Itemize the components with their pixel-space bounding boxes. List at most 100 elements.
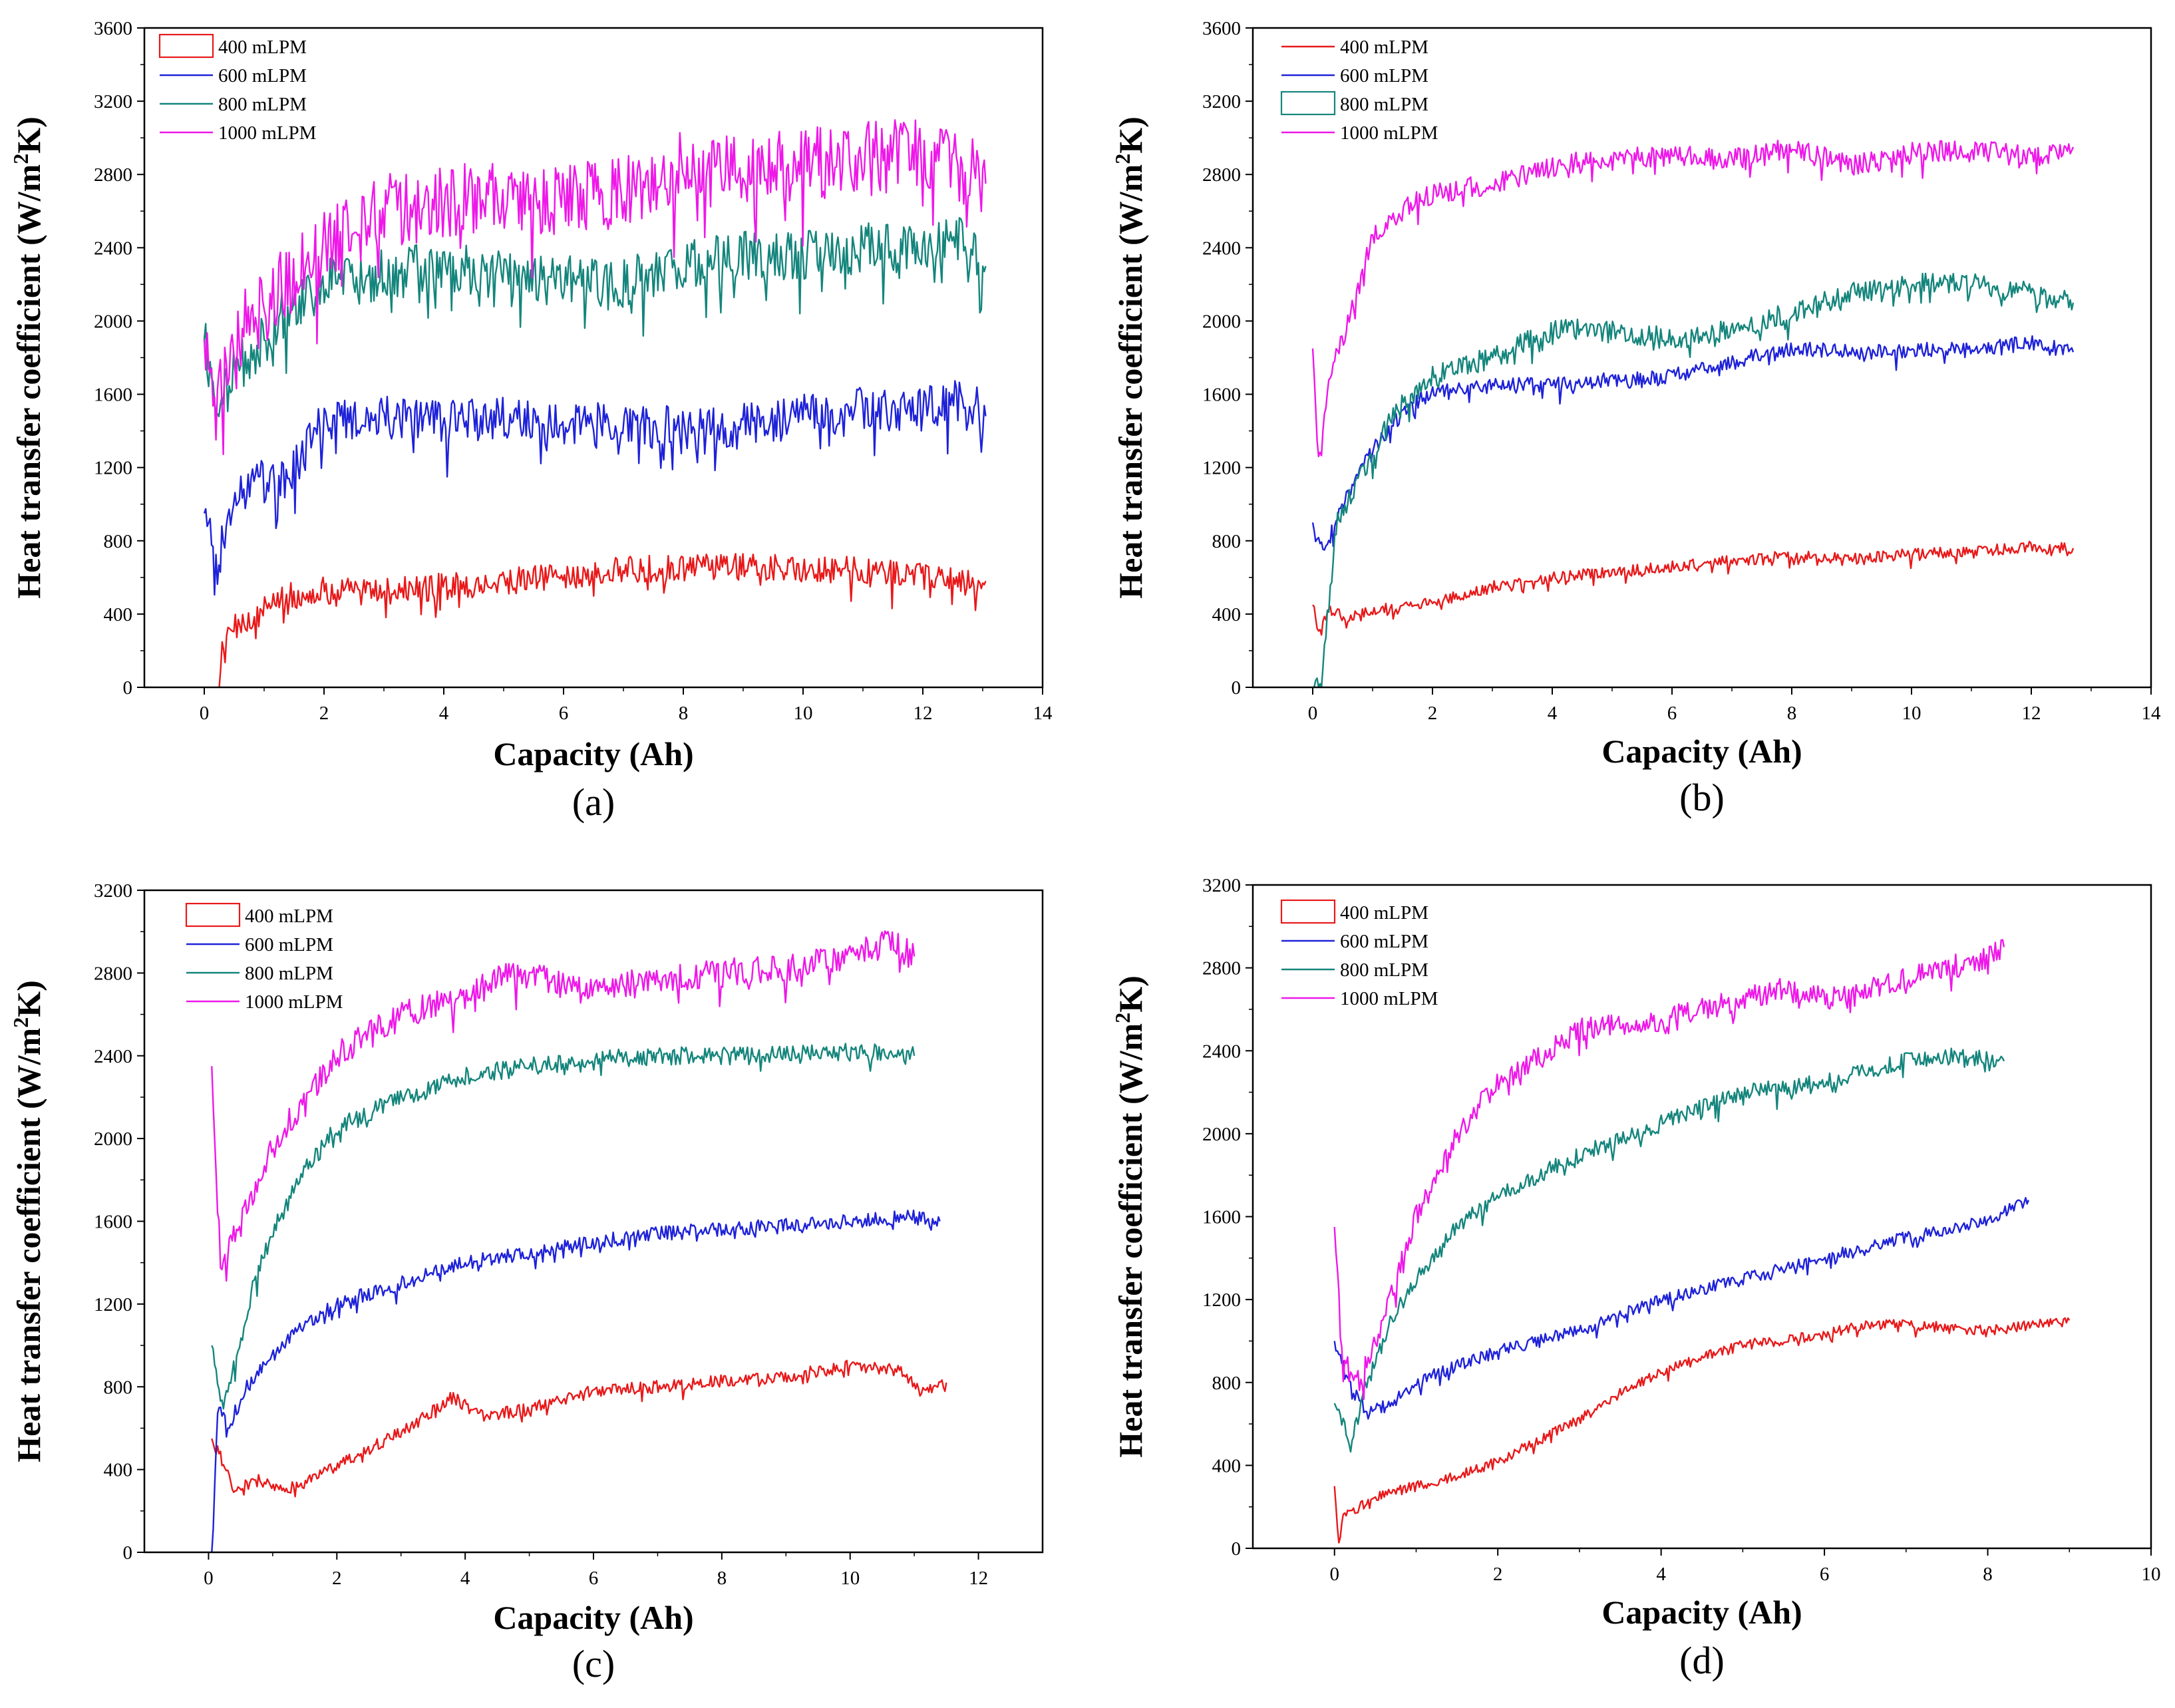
legend-label: 400 mLPM [245, 906, 333, 927]
x-tick-label: 12 [969, 1568, 988, 1589]
x-tick-label: 2 [332, 1568, 342, 1589]
y-tick-label: 2800 [1202, 958, 1241, 979]
x-tick-label: 14 [1033, 703, 1053, 724]
y-tick-label: 1600 [1202, 1207, 1241, 1228]
series-line-1000-mlpm [1311, 140, 2075, 458]
legend-swatch-box [1280, 90, 1336, 116]
y-axis-title: Heat transfer coefficient (W/m2K) [9, 116, 47, 599]
y-tick-label: 2800 [1202, 164, 1241, 186]
series-line-400-mlpm [218, 553, 987, 687]
legend-label: 800 mLPM [218, 94, 307, 115]
legend-label: 600 mLPM [245, 934, 333, 955]
panel-label: (b) [1679, 776, 1725, 819]
legend: 400 mLPM 600 mLPM 800 mLPM 1000 mLPM [158, 33, 316, 144]
x-tick-label: 4 [439, 703, 449, 724]
y-tick-label: 400 [1212, 1455, 1242, 1476]
series-line-600-mlpm [203, 380, 987, 596]
y-tick-label: 2400 [94, 238, 132, 259]
chart-panel-b: 0 2 4 6 8 10 12 14 0 400 800 1200 1600 2000 2400 2800 32… [1110, 18, 2161, 819]
chart-panel-d: 0 2 4 6 8 10 0 400 800 1200 1600 2000 2400 2800 3200 Ca… [1110, 875, 2161, 1682]
series-line-800-mlpm [1333, 1047, 2005, 1453]
legend: 400 mLPM 600 mLPM 800 mLPM 1000 mLPM [1280, 899, 1438, 1009]
panel-label: (a) [572, 780, 615, 824]
x-tick-label: 10 [2142, 1564, 2161, 1585]
x-tick-label: 6 [589, 1568, 599, 1589]
x-tick-label: 0 [1329, 1564, 1339, 1585]
x-axis-title: Capacity (Ah) [1601, 733, 1802, 770]
y-tick-label: 400 [1212, 604, 1242, 625]
y-tick-label: 0 [123, 677, 133, 699]
legend: 400 mLPM 600 mLPM 800 mLPM 1000 mLPM [1280, 37, 1438, 144]
x-tick-label: 8 [1787, 703, 1797, 724]
x-tick-label: 10 [840, 1568, 860, 1589]
x-tick-label: 8 [717, 1568, 727, 1589]
panel-label: (c) [572, 1642, 615, 1685]
x-tick-label: 0 [200, 703, 210, 724]
x-tick-label: 12 [2022, 703, 2041, 724]
y-tick-label: 3200 [94, 880, 132, 902]
legend-label: 600 mLPM [218, 65, 307, 86]
y-tick-label: 1200 [1202, 458, 1241, 479]
y-tick-label: 400 [104, 1460, 133, 1481]
y-tick-label: 3200 [94, 91, 132, 112]
series-line-1000-mlpm [203, 119, 987, 456]
x-tick-label: 0 [204, 1568, 214, 1589]
y-tick-label: 2000 [94, 1128, 132, 1150]
series-line-400-mlpm [1333, 1317, 2071, 1544]
series-line-800-mlpm [211, 1043, 916, 1410]
y-tick-label: 0 [1232, 677, 1242, 699]
x-axis-title: Capacity (Ah) [493, 1599, 693, 1636]
y-tick-label: 2000 [94, 311, 132, 332]
x-tick-label: 2 [319, 703, 329, 724]
y-tick-label: 1200 [94, 458, 132, 479]
series-line-600-mlpm [1333, 1197, 2030, 1420]
legend-label: 400 mLPM [1340, 37, 1428, 58]
x-axis-title: Capacity (Ah) [1601, 1594, 1802, 1631]
plot-frame [1252, 884, 2152, 1550]
legend-label: 800 mLPM [1340, 94, 1428, 115]
x-tick-label: 10 [1902, 703, 1922, 724]
y-tick-label: 0 [1232, 1538, 1242, 1560]
legend-label: 1000 mLPM [1340, 122, 1438, 144]
legend-swatch-box [1280, 899, 1336, 924]
legend-swatch-box [158, 33, 214, 59]
y-tick-label: 2000 [1202, 311, 1241, 332]
chart-panel-c: 0 2 4 6 8 10 12 0 400 800 1200 1600 2000 2400 2800 3200… [9, 880, 1044, 1685]
y-tick-label: 400 [104, 604, 133, 625]
x-tick-label: 6 [559, 703, 569, 724]
legend-label: 600 mLPM [1340, 931, 1428, 952]
y-tick-label: 2400 [94, 1046, 132, 1067]
series-line-400-mlpm [211, 1359, 947, 1498]
legend-label: 800 mLPM [245, 963, 333, 984]
x-tick-label: 14 [2142, 703, 2162, 724]
x-tick-label: 0 [1308, 703, 1318, 724]
y-tick-label: 3200 [1202, 875, 1241, 896]
y-tick-label: 2400 [1202, 1041, 1241, 1062]
y-axis-title: Heat transfer coefficient (W/m2K) [1110, 116, 1149, 599]
series-line-1000-mlpm [1333, 939, 2005, 1401]
series-line-1000-mlpm [211, 930, 916, 1282]
x-axis-title: Capacity (Ah) [493, 735, 693, 772]
y-tick-label: 800 [104, 1377, 133, 1398]
series-line-800-mlpm [1313, 272, 2075, 687]
legend: 400 mLPM 600 mLPM 800 mLPM 1000 mLPM [185, 902, 343, 1013]
series-line-600-mlpm [1311, 335, 2075, 551]
y-tick-label: 3200 [1202, 91, 1241, 112]
x-tick-label: 6 [1820, 1564, 1830, 1585]
series-line-600-mlpm [211, 1209, 941, 1552]
x-tick-label: 8 [679, 703, 689, 724]
x-tick-label: 12 [914, 703, 933, 724]
legend-label: 400 mLPM [1340, 902, 1428, 924]
x-tick-label: 4 [460, 1568, 470, 1589]
y-tick-label: 1200 [1202, 1289, 1241, 1311]
y-tick-label: 800 [104, 531, 133, 552]
series-line-400-mlpm [1312, 540, 2075, 636]
x-tick-label: 2 [1493, 1564, 1503, 1585]
legend-label: 800 mLPM [1340, 959, 1428, 981]
y-tick-label: 2800 [94, 164, 132, 186]
y-tick-label: 800 [1212, 1373, 1242, 1394]
y-tick-label: 3600 [94, 18, 132, 39]
y-tick-label: 2800 [94, 963, 132, 984]
x-tick-label: 6 [1667, 703, 1677, 724]
